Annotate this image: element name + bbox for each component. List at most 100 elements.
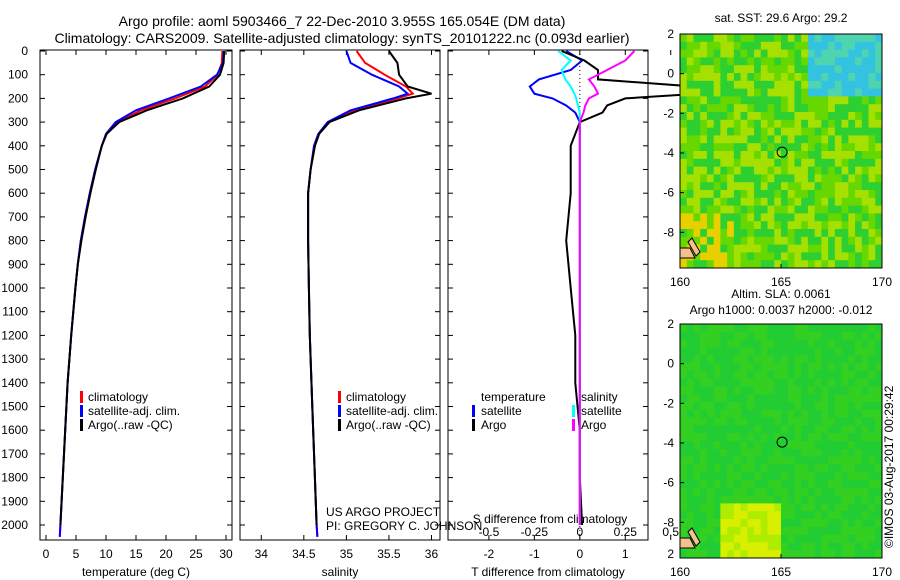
map-cell: [814, 464, 822, 473]
map-cell: [693, 197, 701, 207]
map-cell: [747, 96, 755, 105]
map-cell: [700, 119, 708, 129]
map-cell: [807, 503, 816, 512]
map-cell: [700, 519, 708, 528]
map-cell: [801, 550, 809, 559]
map-cell: [801, 221, 809, 230]
map-cell: [700, 550, 708, 559]
map-cell: [767, 41, 775, 51]
map-cell: [821, 73, 829, 82]
map-cell: [807, 260, 816, 269]
map-cell: [814, 221, 822, 230]
map-cell: [740, 112, 748, 121]
map-cell: [821, 182, 829, 191]
map-cell: [848, 213, 856, 222]
map-cell: [774, 394, 782, 403]
map-cell: [700, 347, 708, 356]
map-cell: [686, 34, 694, 43]
map-cell: [760, 135, 769, 144]
map-cell: [814, 41, 822, 51]
x-tick-label: 15: [129, 547, 143, 561]
map-cell: [834, 197, 843, 207]
map-cell: [747, 166, 755, 175]
map-cell: [807, 331, 816, 341]
map-cell: [868, 88, 876, 97]
map-cell: [760, 355, 769, 364]
map-cell: [754, 244, 762, 253]
map-cell: [828, 534, 836, 543]
map-cell: [720, 519, 728, 528]
series-line-satellite-adj-clim-: [307, 50, 410, 537]
map-cell: [733, 229, 742, 238]
map-cell: [875, 480, 883, 489]
map-cell: [713, 331, 721, 341]
map-cell: [774, 166, 782, 175]
map-cell: [875, 221, 883, 230]
map-cell: [747, 88, 755, 97]
map-cell: [767, 378, 775, 387]
map-cell: [834, 409, 843, 419]
map-cell: [828, 370, 836, 380]
map-cell: [861, 402, 870, 411]
map-cell: [733, 370, 742, 380]
map-cell: [720, 190, 728, 199]
map-cell: [706, 480, 715, 489]
map-cell: [814, 441, 822, 450]
map-cell: [794, 221, 802, 230]
map-cell: [686, 378, 694, 387]
x-tick-label: -1: [529, 547, 540, 561]
map-cell: [848, 151, 856, 160]
map-cell: [814, 96, 822, 105]
map-cell: [700, 174, 708, 183]
map-cell: [781, 112, 789, 121]
map-cell: [834, 526, 843, 536]
map-cell: [713, 236, 721, 246]
map-cell: [754, 174, 762, 183]
map-x-tick-label: 165: [771, 275, 791, 289]
map-cell: [733, 135, 742, 144]
map-cell: [747, 197, 755, 207]
map-cell: [754, 503, 762, 512]
map-cell: [760, 244, 769, 253]
map-cell: [713, 182, 721, 191]
map-cell: [861, 503, 870, 512]
map-cell: [807, 143, 816, 152]
map-cell: [787, 425, 795, 434]
map-cell: [706, 182, 715, 191]
map-cell: [733, 158, 742, 168]
map-cell: [727, 378, 735, 387]
map-cell: [747, 519, 755, 528]
map-cell: [760, 57, 769, 66]
map-cell: [747, 190, 755, 199]
map-cell: [848, 229, 856, 238]
map-cell: [733, 347, 742, 356]
map-cell: [828, 363, 836, 372]
map-cell: [733, 550, 742, 559]
map-cell: [754, 402, 762, 411]
map-cell: [781, 417, 789, 426]
map-cell: [814, 197, 822, 207]
map-cell: [774, 65, 782, 74]
map-cell: [767, 65, 775, 74]
map-cell: [680, 112, 688, 121]
map-cell: [828, 151, 836, 160]
map-cell: [861, 158, 870, 168]
map-cell: [828, 331, 836, 341]
map-cell: [794, 472, 802, 481]
map-cell: [774, 197, 782, 207]
map-cell: [680, 73, 688, 82]
map-cell: [747, 252, 755, 261]
map-cell: [875, 456, 883, 465]
map-y-tick-label: 0: [667, 357, 674, 371]
legend-label: satellite-adj. clim.: [88, 404, 180, 418]
map-cell: [807, 339, 816, 348]
map-cell: [720, 542, 728, 551]
map-cell: [747, 213, 755, 222]
map-cell: [686, 190, 694, 199]
legend-swatch: [338, 391, 341, 403]
map-cell: [747, 526, 755, 536]
map-cell: [760, 519, 769, 528]
map-cell: [760, 480, 769, 489]
series-line-s-satellite: [557, 50, 581, 525]
depth-tick-label: 1000: [1, 281, 28, 295]
